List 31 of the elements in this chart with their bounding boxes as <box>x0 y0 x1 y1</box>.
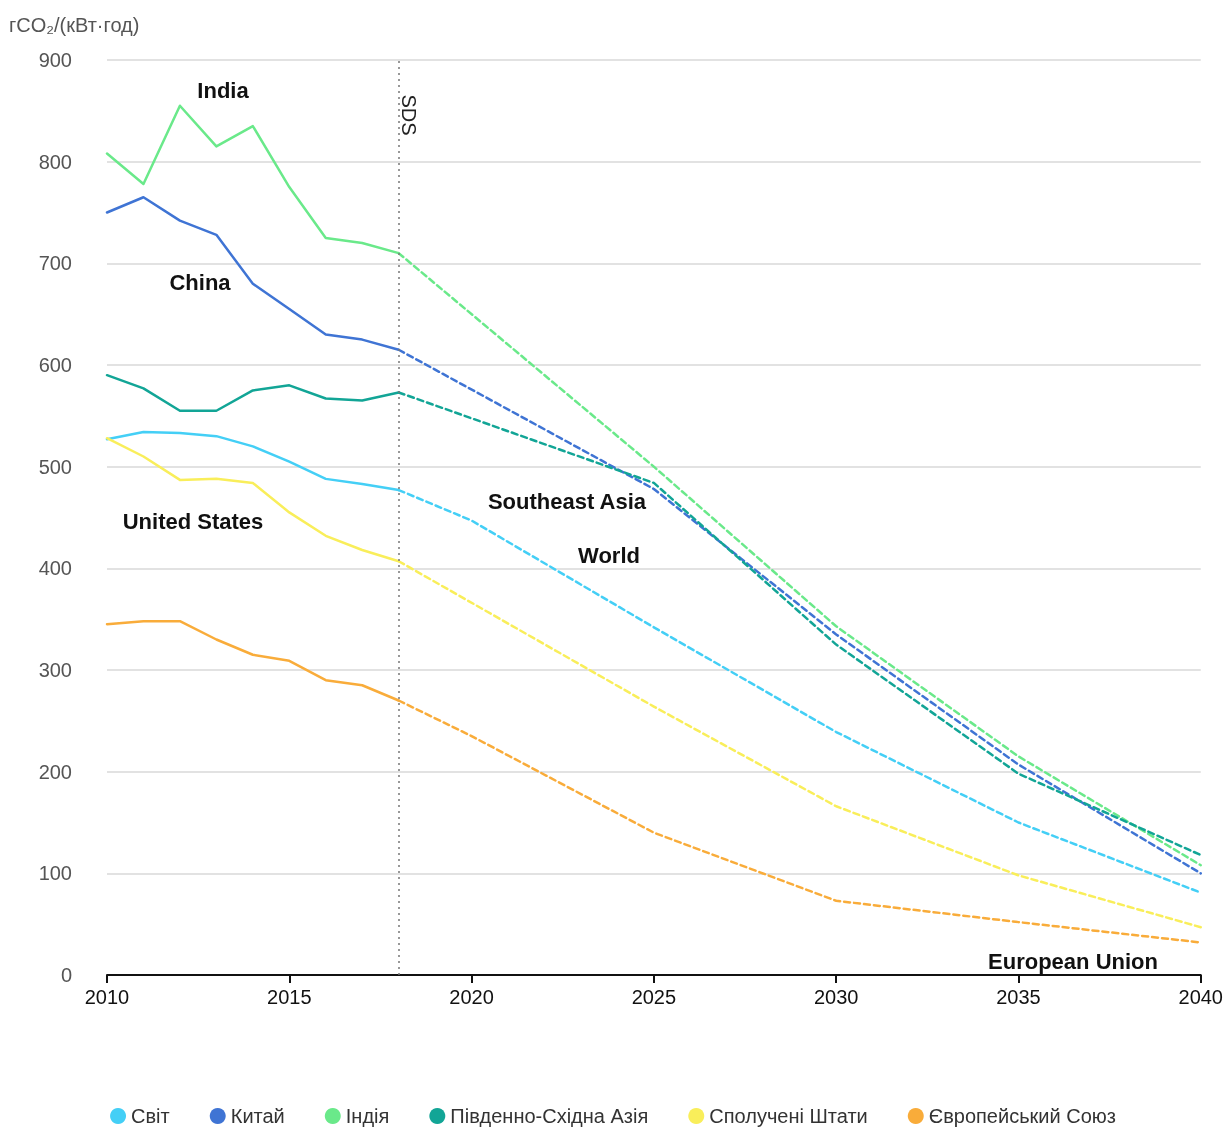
y-tick-label: 500 <box>38 455 72 478</box>
x-tick-label: 2025 <box>631 986 677 1008</box>
y-tick-label: 200 <box>38 760 72 783</box>
y-tick-label: 100 <box>38 862 72 885</box>
annotation: China <box>169 269 232 295</box>
ref-line-label: SDS <box>397 94 420 136</box>
legend-label: Сполучені Штати <box>709 1105 868 1127</box>
y-tick-label: 900 <box>38 49 72 71</box>
y-tick-label: 700 <box>38 252 72 275</box>
annotation: United States <box>122 508 264 534</box>
x-tick-label: 2010 <box>84 986 130 1008</box>
annotation: World <box>578 542 640 568</box>
x-tick-label: 2015 <box>267 986 312 1008</box>
x-tick-label: 2030 <box>813 986 859 1008</box>
annotation: Southeast Asia <box>487 488 647 514</box>
legend-label: Південно-Східна Азія <box>450 1105 649 1127</box>
annotation: India <box>197 77 250 103</box>
y-tick-label: 300 <box>38 659 72 681</box>
y-tick-label: 800 <box>38 150 72 173</box>
x-tick-label: 2020 <box>449 986 494 1008</box>
legend-label: Європейський Союз <box>928 1105 1116 1127</box>
y-tick-label: 600 <box>38 354 72 376</box>
annotation: European Union <box>988 948 1158 974</box>
legend-label: Світ <box>131 1105 170 1127</box>
y-tick-label: 400 <box>38 557 72 580</box>
y-axis-title: гCO₂/(кВт·год) <box>9 14 140 36</box>
legend-label: Китай <box>230 1105 285 1127</box>
legend-label: Індія <box>345 1105 390 1127</box>
x-tick-label: 2035 <box>996 986 1041 1008</box>
x-tick-label: 2040 <box>1178 986 1223 1008</box>
y-tick-label: 0 <box>60 964 72 986</box>
